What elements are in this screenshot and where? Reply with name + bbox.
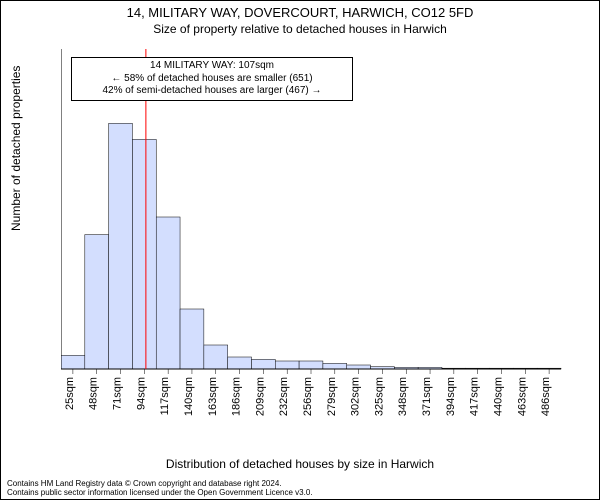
- y-axis-title: Number of detached properties: [9, 66, 23, 231]
- x-tick-label: 163sqm: [207, 377, 219, 416]
- x-tick-label: 232sqm: [278, 377, 290, 416]
- x-tick-label: 463sqm: [516, 377, 528, 416]
- histogram-bar: [251, 359, 275, 369]
- chart-container: 14, MILITARY WAY, DOVERCOURT, HARWICH, C…: [0, 0, 600, 500]
- x-tick-label: 279sqm: [326, 377, 338, 416]
- histogram-bar: [85, 235, 109, 369]
- x-tick-label: 71sqm: [112, 377, 124, 410]
- histogram-bar: [299, 361, 323, 369]
- x-tick-label: 256sqm: [302, 377, 314, 416]
- x-tick-label: 417sqm: [469, 377, 481, 416]
- footer-line-2: Contains public sector information licen…: [7, 488, 313, 497]
- x-axis-title: Distribution of detached houses by size …: [1, 457, 599, 471]
- x-tick-label: 117sqm: [159, 377, 171, 415]
- annotation-line-2: ← 58% of detached houses are smaller (65…: [78, 73, 346, 86]
- chart-title-sub: Size of property relative to detached ho…: [1, 22, 599, 36]
- x-tick-label: 302sqm: [350, 377, 362, 416]
- histogram-bar: [156, 217, 180, 369]
- x-tick-label: 186sqm: [231, 377, 243, 416]
- histogram-bar: [228, 357, 252, 369]
- x-tick-label: 440sqm: [492, 377, 504, 416]
- x-tick-label: 209sqm: [254, 377, 266, 416]
- chart-title-main: 14, MILITARY WAY, DOVERCOURT, HARWICH, C…: [1, 5, 599, 20]
- footer-line-1: Contains HM Land Registry data © Crown c…: [7, 479, 313, 488]
- histogram-bar: [275, 361, 299, 369]
- annotation-line-1: 14 MILITARY WAY: 107sqm: [78, 60, 346, 73]
- x-tick-label: 486sqm: [540, 377, 552, 416]
- x-tick-label: 325sqm: [373, 377, 385, 416]
- x-tick-label: 140sqm: [183, 377, 195, 416]
- histogram-bar: [109, 123, 133, 369]
- annotation-line-3: 42% of semi-detached houses are larger (…: [78, 85, 346, 98]
- histogram-bar: [323, 363, 347, 369]
- histogram-bar: [132, 139, 156, 369]
- histogram-bar: [61, 355, 85, 369]
- plot-area: 05010015020025030035040025sqm48sqm71sqm9…: [61, 49, 571, 421]
- histogram-bar: [204, 345, 228, 369]
- x-tick-label: 394sqm: [445, 377, 457, 416]
- x-tick-label: 371sqm: [421, 377, 433, 416]
- x-tick-label: 25sqm: [64, 377, 76, 410]
- x-tick-label: 48sqm: [88, 377, 100, 410]
- x-tick-label: 94sqm: [135, 377, 147, 410]
- chart-svg: 05010015020025030035040025sqm48sqm71sqm9…: [61, 49, 571, 421]
- histogram-bar: [180, 309, 204, 369]
- footer-text: Contains HM Land Registry data © Crown c…: [7, 479, 313, 497]
- annotation-box: 14 MILITARY WAY: 107sqm ← 58% of detache…: [71, 57, 353, 101]
- histogram-bar: [347, 365, 371, 369]
- x-tick-label: 348sqm: [397, 377, 409, 416]
